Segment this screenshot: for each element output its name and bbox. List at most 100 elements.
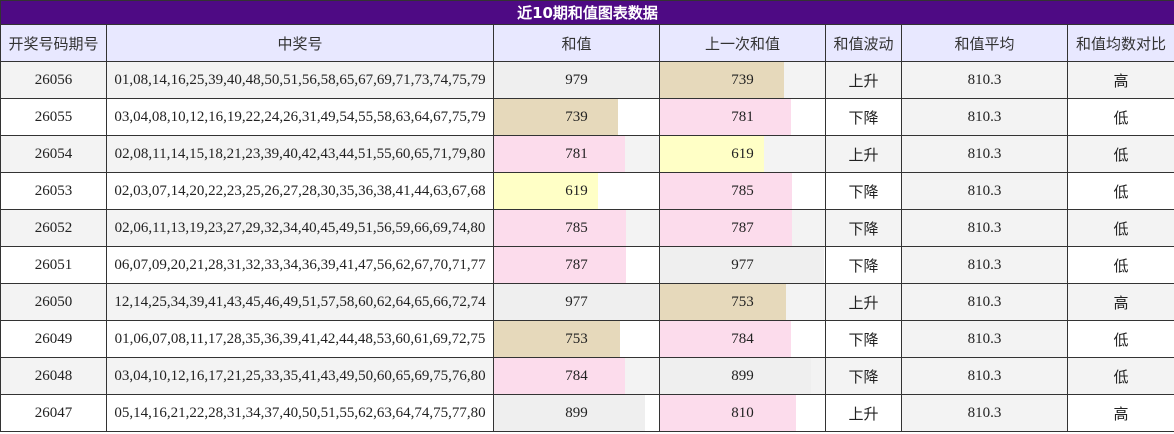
sum-cell: 781 [493, 135, 660, 173]
table-cell: 810.3 [901, 357, 1068, 395]
table-cell: 下降 [825, 172, 902, 210]
sum-cell: 619 [659, 135, 826, 173]
sum-cell: 787 [493, 246, 660, 284]
sum-bar [494, 173, 598, 209]
cell-text: 899 [731, 367, 754, 384]
table-cell: 810.3 [901, 209, 1068, 247]
table-cell: 低 [1066, 135, 1174, 173]
table-cell: 01,06,07,08,11,17,28,35,36,39,41,42,44,4… [106, 320, 494, 358]
table-cell: 26049 [0, 320, 107, 358]
table-row: 26056 01,08,14,16,25,39,40,48,50,51,56,58… [0, 61, 1174, 99]
table-cell: 下降 [825, 246, 902, 284]
table-cell: 低 [1066, 246, 1174, 284]
sum-cell: 781 [659, 98, 826, 136]
column-header: 和值波动 [825, 24, 902, 62]
table-cell: 低 [1066, 357, 1174, 395]
header-row: 开奖号码期号 中奖号 和值 上一次和值 和值波动 和值平均 和值均数对比 [0, 24, 1174, 62]
table-cell: 12,14,25,34,39,41,43,45,46,49,51,57,58,6… [106, 283, 494, 321]
sum-cell: 899 [659, 357, 826, 395]
sum-cell: 784 [659, 320, 826, 358]
table-cell: 26056 [0, 61, 107, 99]
cell-text: 899 [565, 404, 588, 421]
table-cell: 26048 [0, 357, 107, 395]
table-cell: 高 [1066, 394, 1174, 432]
table-cell: 06,07,09,20,21,28,31,32,33,34,36,39,41,4… [106, 246, 494, 284]
sum-cell: 739 [659, 61, 826, 99]
table-cell: 26050 [0, 283, 107, 321]
sum-cell: 753 [659, 283, 826, 321]
table-cell: 上升 [825, 61, 902, 99]
cell-text: 810 [731, 404, 754, 421]
table-cell: 810.3 [901, 394, 1068, 432]
table-cell: 02,06,11,13,19,23,27,29,32,34,40,45,49,5… [106, 209, 494, 247]
table-row: 26049 01,06,07,08,11,17,28,35,36,39,41,42… [0, 320, 1174, 358]
table-cell: 26054 [0, 135, 107, 173]
table-cell: 810.3 [901, 172, 1068, 210]
cell-text: 977 [731, 256, 754, 273]
table-cell: 01,08,14,16,25,39,40,48,50,51,56,58,65,6… [106, 61, 494, 99]
table-cell: 下降 [825, 320, 902, 358]
table-row: 26053 02,03,07,14,20,22,23,25,26,27,28,30… [0, 172, 1174, 210]
sum-bar [494, 358, 626, 394]
sum-cell: 784 [493, 357, 660, 395]
table-row: 26047 05,14,16,21,22,28,31,34,37,40,50,51… [0, 394, 1174, 432]
cell-text: 619 [565, 182, 588, 199]
table-cell: 低 [1066, 209, 1174, 247]
table-cell: 高 [1066, 283, 1174, 321]
table-cell: 02,03,07,14,20,22,23,25,26,27,28,30,35,3… [106, 172, 494, 210]
sum-bar [660, 395, 796, 431]
sum-cell: 785 [493, 209, 660, 247]
column-header: 和值平均 [901, 24, 1068, 62]
table-cell: 02,08,11,14,15,18,21,23,39,40,42,43,44,5… [106, 135, 494, 173]
sum-cell: 977 [659, 246, 826, 284]
table-cell: 低 [1066, 98, 1174, 136]
table-cell: 上升 [825, 135, 902, 173]
sum-cell: 787 [659, 209, 826, 247]
sum-cell: 619 [493, 172, 660, 210]
column-header: 开奖号码期号 [0, 24, 107, 62]
sum-cell: 810 [659, 394, 826, 432]
sum-cell: 739 [493, 98, 660, 136]
table-cell: 26053 [0, 172, 107, 210]
sum-bar [660, 247, 824, 283]
sum-bar [660, 62, 784, 98]
table-row: 26048 03,04,10,12,16,17,21,25,33,35,41,43… [0, 357, 1174, 395]
sum-cell: 753 [493, 320, 660, 358]
table-row: 26051 06,07,09,20,21,28,31,32,33,34,36,39… [0, 246, 1174, 284]
cell-text: 784 [565, 367, 588, 384]
table-cell: 下降 [825, 357, 902, 395]
sum-bar [494, 62, 658, 98]
table-row: 26050 12,14,25,34,39,41,43,45,46,49,51,57… [0, 283, 1174, 321]
column-header: 上一次和值 [659, 24, 826, 62]
sum-bar [494, 247, 626, 283]
sum-bar [660, 173, 792, 209]
table-row: 26054 02,08,11,14,15,18,21,23,39,40,42,43… [0, 135, 1174, 173]
cell-text: 979 [565, 71, 588, 88]
sum-bar [660, 321, 792, 357]
sum-bar [494, 395, 645, 431]
table-cell: 下降 [825, 98, 902, 136]
cell-text: 739 [565, 108, 588, 125]
table-cell: 上升 [825, 283, 902, 321]
table-cell: 810.3 [901, 246, 1068, 284]
table-row: 26055 03,04,08,10,12,16,19,22,24,26,31,49… [0, 98, 1174, 136]
table-cell: 05,14,16,21,22,28,31,34,37,40,50,51,55,6… [106, 394, 494, 432]
column-header: 中奖号 [106, 24, 494, 62]
cell-text: 739 [731, 71, 754, 88]
table-cell: 810.3 [901, 61, 1068, 99]
cell-text: 753 [731, 293, 754, 310]
table-cell: 26052 [0, 209, 107, 247]
column-header: 和值 [493, 24, 660, 62]
sum-cell: 899 [493, 394, 660, 432]
table-cell: 26047 [0, 394, 107, 432]
cell-text: 787 [565, 256, 588, 273]
sum-cell: 977 [493, 283, 660, 321]
cell-text: 781 [565, 145, 588, 162]
table-cell: 高 [1066, 61, 1174, 99]
sum-bar [660, 358, 811, 394]
table-cell: 上升 [825, 394, 902, 432]
cell-text: 785 [565, 219, 588, 236]
sum-bar [494, 284, 658, 320]
